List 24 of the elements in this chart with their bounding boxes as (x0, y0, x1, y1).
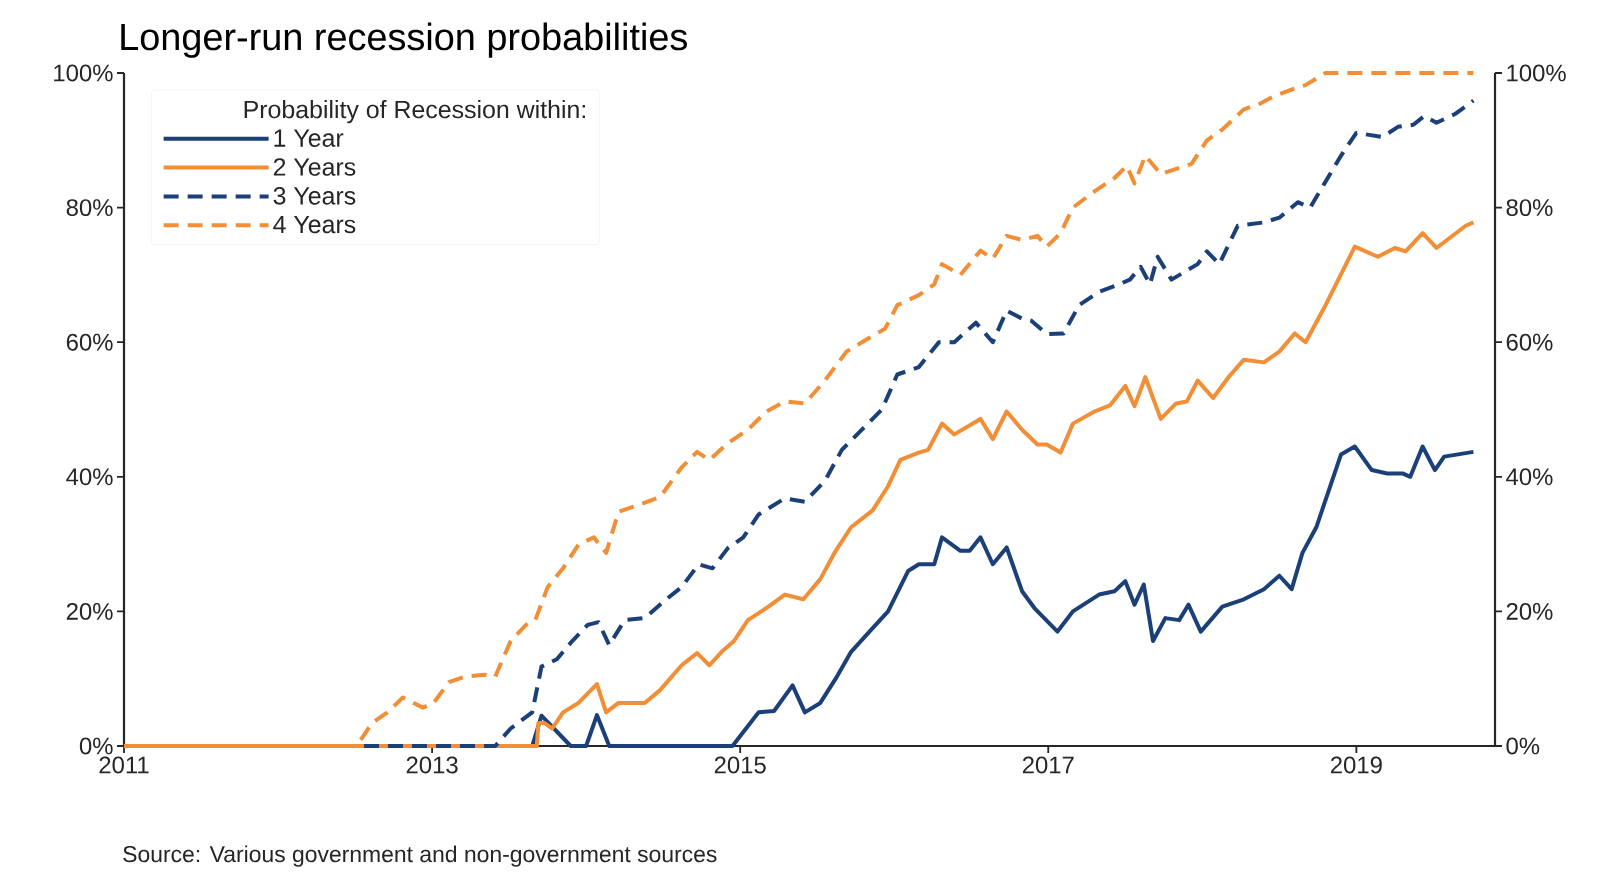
y-tick-label: 100% (54, 64, 113, 82)
y2-tick-label: 80% (1506, 199, 1553, 217)
legend-label: 3 Years (273, 187, 356, 205)
legend-title: Probability of Recession within: (244, 100, 585, 124)
y2-tick-label: 60% (1506, 333, 1553, 351)
source-note: Source: Various government and non-government sources (123, 845, 717, 867)
legend-label: 4 Years (273, 215, 356, 234)
y2-tick-label: 20% (1506, 602, 1553, 620)
y2-tick-label: 100% (1507, 64, 1566, 82)
y-tick-label: 40% (66, 468, 113, 486)
y-tick-label: 20% (66, 602, 113, 620)
x-tick-label: 2017 (1022, 756, 1074, 774)
x-tick-label: 2019 (1330, 756, 1382, 774)
legend-label: 1 Year (274, 129, 344, 147)
x-tick-label: 2015 (714, 756, 766, 774)
y-tick-label: 0% (79, 737, 113, 755)
y2-tick-label: 0% (1506, 737, 1540, 755)
legend-label: 2 Years (273, 158, 356, 176)
x-tick-label: 2013 (406, 756, 458, 774)
y-tick-label: 60% (66, 333, 113, 351)
y-tick-label: 80% (66, 199, 113, 217)
x-tick-label: 2011 (99, 756, 149, 774)
y2-tick-label: 40% (1506, 468, 1553, 486)
chart-title: Longer-run recession probabilities (121, 22, 687, 58)
